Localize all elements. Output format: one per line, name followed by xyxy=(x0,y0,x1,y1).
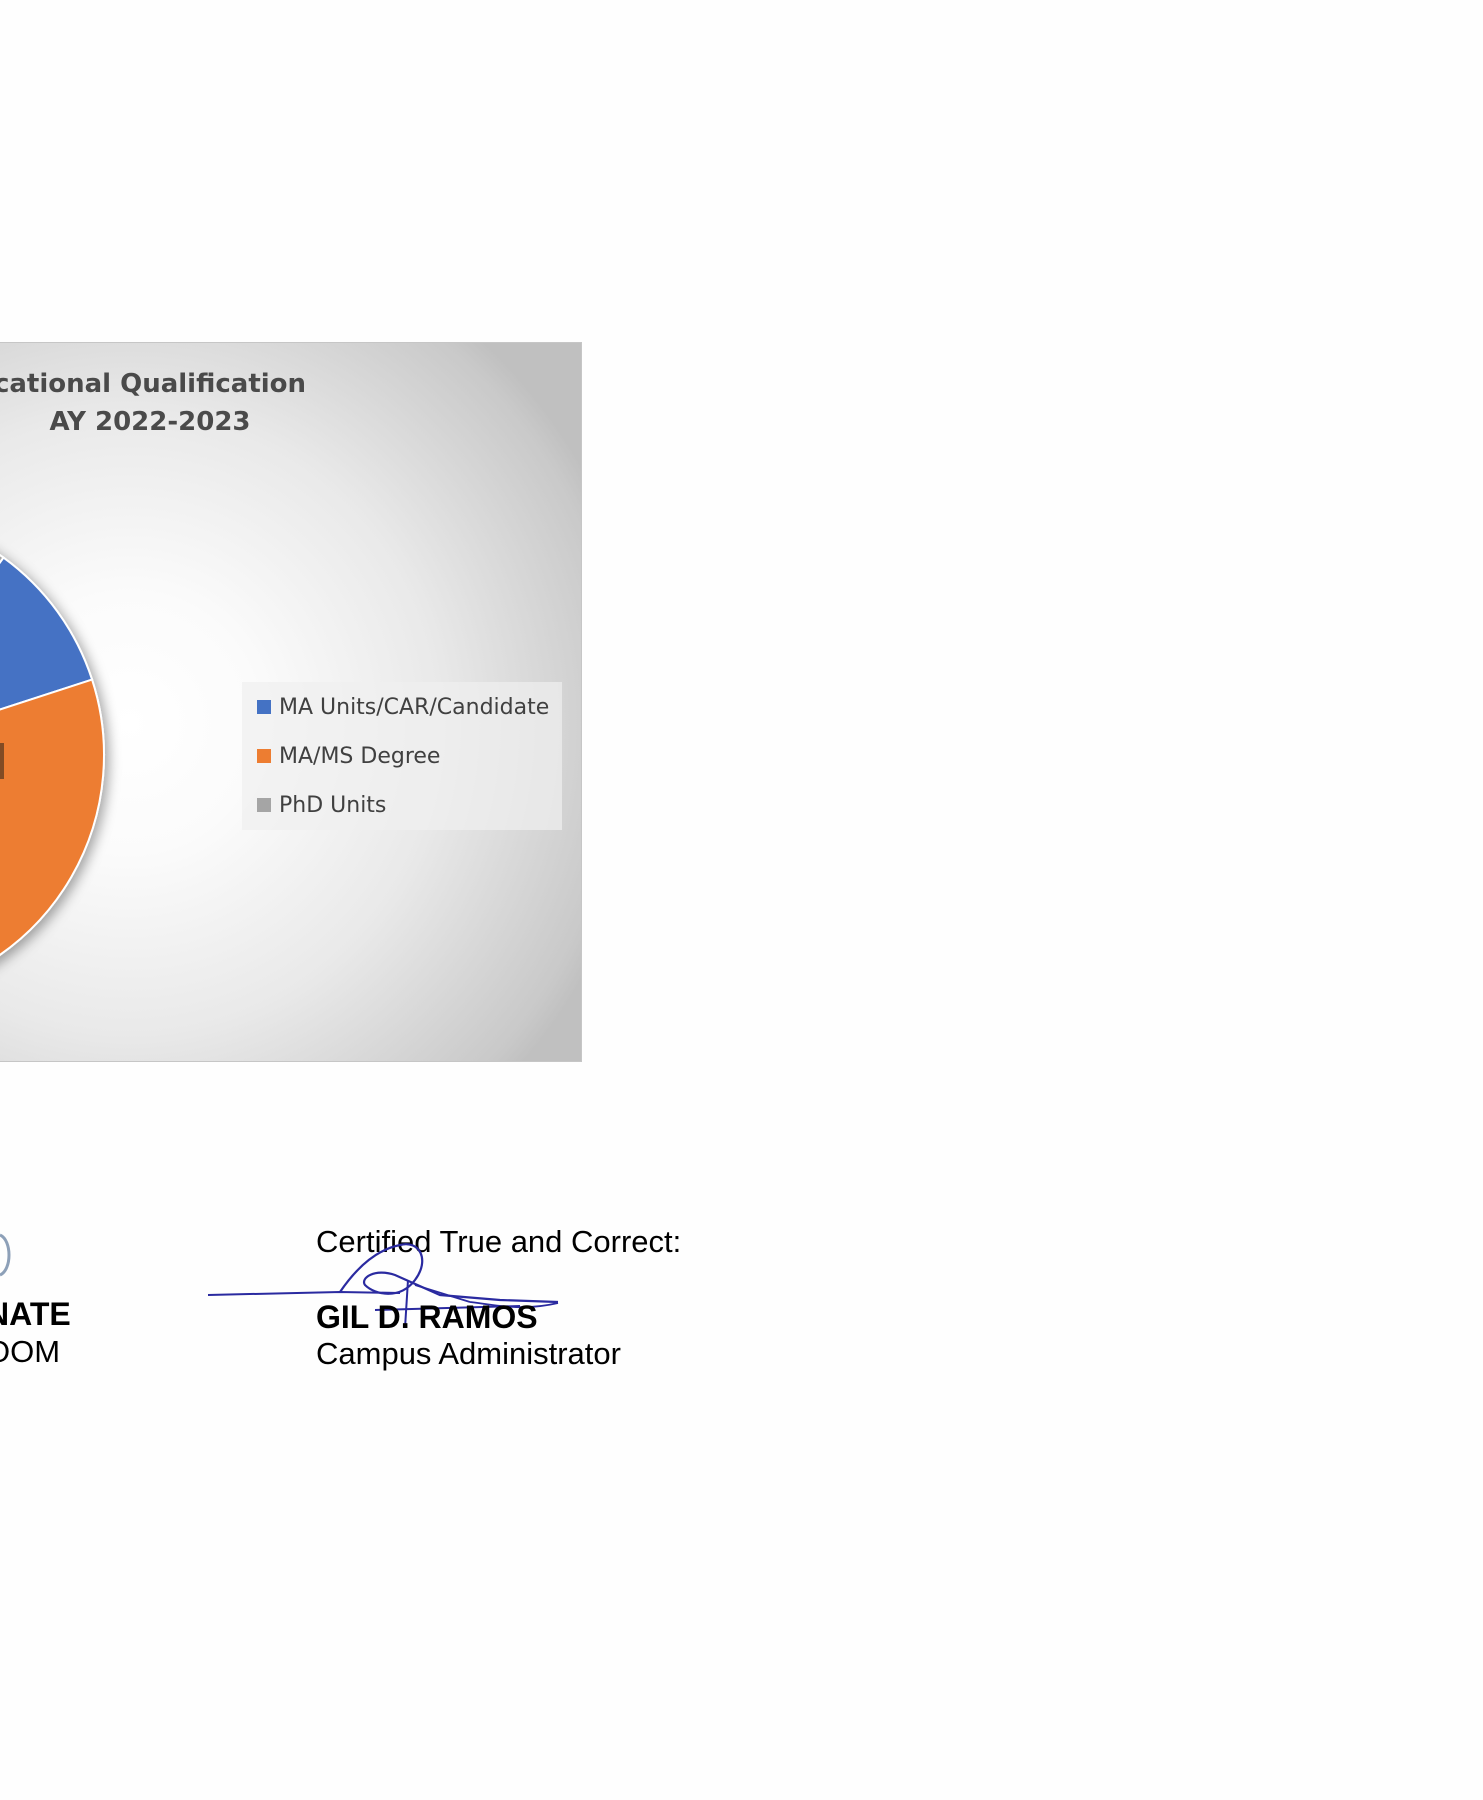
seal-icon xyxy=(0,1233,11,1277)
signature-icon xyxy=(207,1243,559,1329)
pie-slice-ma-ms-degree xyxy=(0,678,105,957)
legend-label: MA/MS Degree xyxy=(279,743,441,769)
legend-item-phd-units: PhD Units xyxy=(257,790,386,820)
legend-label: PhD Units xyxy=(279,792,387,818)
legend-swatch xyxy=(257,749,271,763)
legend-swatch xyxy=(257,798,271,812)
legend-label: MA Units/CAR/Candidate xyxy=(279,694,550,720)
chart-title-line-1: cational Qualification xyxy=(0,369,307,399)
right-signatory-role: Campus Administrator xyxy=(316,1336,621,1371)
legend-item-ma-units: MA Units/CAR/Candidate xyxy=(257,692,549,722)
pie-slice-ma-units xyxy=(0,556,94,711)
data-label-fragment xyxy=(0,743,4,779)
legend-item-ma-ms-degree: MA/MS Degree xyxy=(257,741,440,771)
pie-chart xyxy=(0,554,105,957)
right-signatory-name: GIL D. RAMOS xyxy=(316,1299,538,1335)
chart-title-line-2: AY 2022-2023 xyxy=(49,407,251,437)
legend-swatch xyxy=(257,700,271,714)
left-signatory-role: OOM xyxy=(0,1334,61,1369)
chart-area: cational Qualification AY 2022-2023 MA U… xyxy=(0,342,582,1062)
left-signatory-name: NATE xyxy=(0,1296,71,1332)
pie-slice-phd-units xyxy=(0,554,5,565)
legend: MA Units/CAR/Candidate MA/MS Degree PhD … xyxy=(242,682,562,830)
